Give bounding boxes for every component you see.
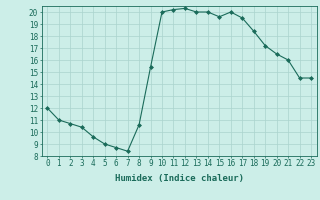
- X-axis label: Humidex (Indice chaleur): Humidex (Indice chaleur): [115, 174, 244, 183]
